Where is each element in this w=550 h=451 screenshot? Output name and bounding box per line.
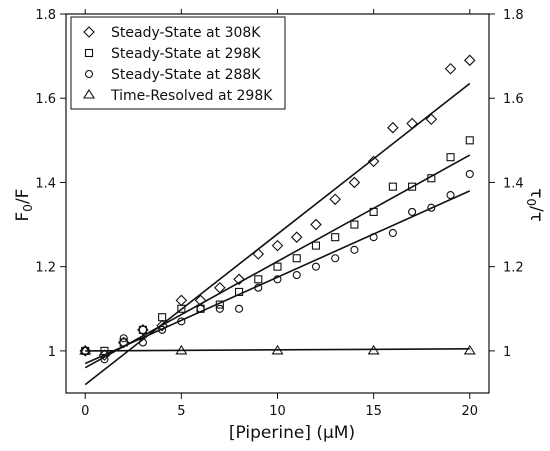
legend-entry-label: Steady-State at 298K [111, 46, 261, 62]
data-point-square [369, 207, 378, 216]
data-point-diamond [348, 176, 361, 189]
y-tick-label: 1.8 [35, 8, 56, 23]
data-point-square [100, 346, 109, 355]
legend-entry-label: Steady-State at 288K [111, 67, 261, 83]
data-point-circle [465, 169, 474, 179]
data-point-square [158, 313, 167, 322]
data-point-diamond [329, 193, 341, 206]
x-tick-label: 20 [461, 404, 478, 419]
data-point-circle [369, 233, 378, 242]
data-point-diamond [444, 62, 457, 75]
data-point-diamond [367, 155, 380, 168]
data-point-triangle [175, 344, 188, 355]
data-point-square [427, 174, 436, 183]
legend-marker-triangle [83, 88, 95, 99]
x-tick-label: 10 [269, 404, 286, 419]
y-axis-label: F0/F [13, 189, 35, 222]
legend: Steady-State at 308K Steady-State at 298K… [70, 16, 286, 110]
data-point-triangle [463, 344, 476, 355]
data-point-circle [311, 262, 321, 271]
y-tick-label: 1.2 [35, 261, 56, 276]
legend-marker-square [84, 48, 94, 58]
data-point-circle [138, 338, 147, 347]
x-tick-label: 5 [177, 404, 185, 419]
data-point-circle [427, 203, 436, 212]
data-point-circle [292, 271, 301, 280]
data-point-diamond [290, 231, 303, 243]
data-point-square [177, 304, 186, 313]
data-point-square [138, 325, 147, 334]
data-point-square [273, 262, 282, 271]
data-point-triangle [79, 344, 92, 355]
data-point-square [292, 254, 301, 263]
x-tick-label: 0 [81, 404, 89, 419]
fit-line-triangle [85, 347, 470, 352]
data-point-square [254, 275, 263, 284]
data-point-square [119, 338, 128, 347]
y-tick-label: 1 [48, 345, 56, 360]
data-point-circle [215, 304, 224, 313]
data-point-square [331, 233, 340, 242]
x-axis-label: [Piperine] (μM) [229, 423, 355, 443]
y-tick-label: 1.6 [35, 92, 56, 107]
data-point-diamond [387, 121, 399, 134]
data-point-diamond [156, 319, 168, 332]
y2-tick-label: 1.4 [503, 176, 524, 191]
data-point-square [350, 220, 359, 229]
data-point-circle [446, 191, 455, 200]
legend-marker-diamond [83, 26, 95, 38]
series-triangle [79, 344, 476, 355]
fit-line-circle [84, 190, 471, 365]
data-point-diamond [271, 239, 284, 252]
fit-line-square [84, 154, 471, 369]
y2-tick-label: 1.6 [503, 92, 524, 107]
data-point-triangle [271, 344, 284, 355]
data-point-circle [254, 283, 263, 292]
data-point-diamond [425, 113, 438, 126]
data-point-circle [234, 304, 244, 313]
y2-tick-label: 1.8 [503, 8, 524, 23]
data-point-circle [177, 317, 186, 326]
data-point-square [311, 241, 321, 250]
data-point-diamond [406, 117, 418, 130]
data-point-triangle [367, 344, 380, 355]
legend-entry-label: Time-Resolved at 298K [110, 88, 273, 104]
data-point-circle [331, 254, 340, 263]
data-point-circle [100, 355, 109, 364]
data-point-square [408, 182, 417, 191]
y-tick-label: 1.4 [35, 176, 56, 191]
data-point-circle [119, 334, 128, 343]
y2-tick-label: 1 [503, 345, 511, 360]
axes: 0 5 10 15 20 1 1.2 1.4 1.6 1.8 1 1.2 1.4 1.6 1.8 [35, 8, 523, 419]
data-markers [79, 54, 476, 364]
x-tick-label: 15 [365, 404, 382, 419]
data-point-diamond [214, 281, 226, 294]
data-point-circle [273, 275, 282, 284]
fit-lines [84, 82, 471, 386]
data-point-square [234, 287, 244, 296]
data-point-square [446, 153, 455, 162]
legend-entry-label: Steady-State at 308K [111, 25, 261, 41]
series-square [81, 136, 474, 355]
y2-tick-label: 1.2 [503, 261, 524, 276]
data-point-square [465, 136, 474, 145]
data-point-square [388, 182, 397, 191]
legend-box [70, 16, 286, 110]
data-point-circle [196, 304, 205, 313]
data-point-circle [350, 245, 359, 254]
data-point-circle [388, 228, 397, 238]
data-point-circle [408, 207, 417, 216]
data-point-square [215, 300, 224, 309]
data-point-diamond [233, 273, 245, 286]
y2-axis-label: τ0/τ [524, 188, 546, 222]
data-point-circle [158, 325, 167, 334]
data-point-diamond [175, 294, 188, 307]
series-circle [81, 169, 474, 364]
data-point-diamond [252, 248, 265, 260]
data-point-diamond [310, 218, 322, 231]
legend-marker-circle [84, 69, 94, 79]
data-point-diamond [463, 54, 476, 67]
